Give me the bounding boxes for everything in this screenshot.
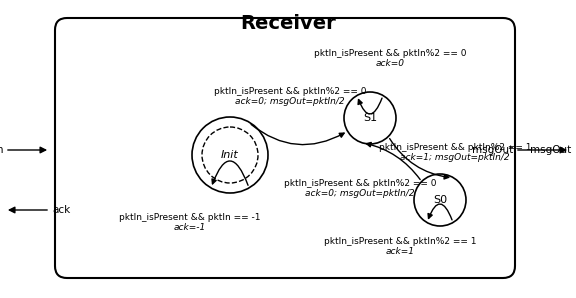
Text: pktIn_isPresent && pktIn == -1: pktIn_isPresent && pktIn == -1 <box>119 213 261 223</box>
FancyArrowPatch shape <box>251 125 344 145</box>
Text: Receiver: Receiver <box>240 14 336 33</box>
FancyArrowPatch shape <box>389 139 449 179</box>
Text: ack=-1: ack=-1 <box>174 224 206 232</box>
Text: pktIn_isPresent && pktIn%2 == 0: pktIn_isPresent && pktIn%2 == 0 <box>314 49 466 58</box>
Text: pktIn_isPresent && pktIn%2 == 1: pktIn_isPresent && pktIn%2 == 1 <box>379 144 531 153</box>
Text: Init: Init <box>221 150 239 160</box>
Text: ack=0; msgOut=pktIn/2: ack=0; msgOut=pktIn/2 <box>235 97 345 105</box>
Text: ack=0; msgOut=pktIn/2: ack=0; msgOut=pktIn/2 <box>305 189 415 198</box>
Text: pktIn_isPresent && pktIn%2 == 1: pktIn_isPresent && pktIn%2 == 1 <box>324 238 476 246</box>
FancyArrowPatch shape <box>428 204 452 220</box>
Text: ack: ack <box>52 205 70 215</box>
Text: ack=1; msgOut=pktIn/2: ack=1; msgOut=pktIn/2 <box>400 153 510 162</box>
FancyArrowPatch shape <box>212 161 248 185</box>
Text: pktIn_isPresent && pktIn%2 == 0: pktIn_isPresent && pktIn%2 == 0 <box>214 86 366 95</box>
Text: S1: S1 <box>363 113 377 123</box>
Text: S0: S0 <box>433 195 447 205</box>
FancyArrowPatch shape <box>366 142 420 180</box>
Text: ack=0: ack=0 <box>376 58 404 68</box>
Text: pktIn: pktIn <box>0 145 3 155</box>
Ellipse shape <box>414 174 466 226</box>
Text: msgOut: msgOut <box>530 145 571 155</box>
FancyArrowPatch shape <box>358 98 382 114</box>
Text: msgOut: msgOut <box>472 145 513 155</box>
FancyBboxPatch shape <box>55 18 515 278</box>
Text: pktIn_isPresent && pktIn%2 == 0: pktIn_isPresent && pktIn%2 == 0 <box>284 179 436 187</box>
Text: ack=1: ack=1 <box>385 248 415 257</box>
Ellipse shape <box>344 92 396 144</box>
Ellipse shape <box>192 117 268 193</box>
